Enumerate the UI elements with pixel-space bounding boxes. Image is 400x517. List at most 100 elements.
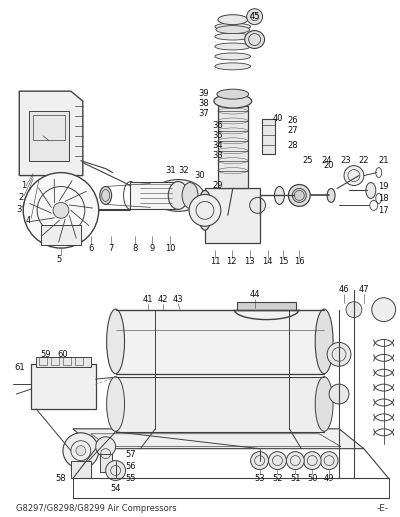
Circle shape	[327, 342, 351, 366]
Circle shape	[346, 302, 362, 317]
Text: 1: 1	[21, 181, 26, 190]
Circle shape	[372, 298, 396, 322]
Circle shape	[76, 446, 86, 455]
Ellipse shape	[107, 309, 124, 374]
Circle shape	[286, 452, 304, 469]
Text: 56: 56	[125, 462, 136, 471]
Text: 44: 44	[249, 290, 260, 299]
Circle shape	[320, 452, 338, 469]
Text: 47: 47	[358, 285, 369, 294]
Bar	[39, 357, 47, 365]
Text: 12: 12	[226, 257, 237, 266]
Text: 55: 55	[125, 474, 136, 483]
Bar	[63, 357, 71, 365]
Bar	[31, 364, 96, 409]
Text: 18: 18	[378, 194, 389, 203]
Ellipse shape	[107, 377, 124, 431]
Bar	[218, 106, 248, 189]
Ellipse shape	[327, 189, 335, 202]
Text: 4: 4	[26, 216, 31, 225]
Ellipse shape	[182, 183, 198, 208]
Text: 31: 31	[165, 166, 176, 175]
Bar	[75, 357, 83, 365]
Ellipse shape	[274, 187, 284, 204]
Bar	[33, 115, 65, 140]
Text: -E-: -E-	[376, 504, 389, 513]
Text: 11: 11	[210, 257, 220, 266]
Polygon shape	[73, 429, 364, 449]
Bar	[116, 310, 324, 374]
Text: 60: 60	[58, 350, 68, 359]
Circle shape	[251, 452, 268, 469]
Text: 21: 21	[378, 156, 389, 165]
Text: G8297/G8298/G8299 Air Compressors: G8297/G8298/G8299 Air Compressors	[16, 504, 177, 513]
Text: 30: 30	[195, 171, 205, 180]
Text: 2: 2	[19, 193, 24, 202]
Text: 25: 25	[302, 156, 312, 165]
Circle shape	[23, 173, 99, 248]
Text: 17: 17	[378, 206, 389, 215]
Text: 40: 40	[272, 114, 283, 124]
Circle shape	[247, 9, 262, 25]
Ellipse shape	[216, 26, 250, 34]
Text: 46: 46	[339, 285, 349, 294]
Text: 39: 39	[199, 88, 209, 98]
Text: 36: 36	[212, 121, 223, 130]
Text: 34: 34	[212, 141, 223, 150]
Text: 23: 23	[341, 156, 351, 165]
Ellipse shape	[215, 63, 251, 70]
Circle shape	[268, 452, 286, 469]
Bar	[100, 453, 112, 472]
Bar	[205, 189, 260, 243]
Bar	[262, 119, 276, 154]
Text: 29: 29	[213, 181, 223, 190]
Polygon shape	[19, 91, 83, 176]
Circle shape	[53, 202, 69, 218]
Ellipse shape	[189, 194, 221, 226]
Ellipse shape	[288, 185, 310, 206]
Text: 58: 58	[56, 474, 66, 483]
Text: 7: 7	[108, 244, 113, 253]
Circle shape	[106, 461, 126, 480]
Bar	[29, 111, 69, 161]
Ellipse shape	[315, 377, 333, 431]
Ellipse shape	[218, 14, 248, 25]
Text: 19: 19	[378, 182, 389, 191]
Text: 54: 54	[110, 484, 121, 493]
Ellipse shape	[198, 190, 212, 230]
Text: 27: 27	[287, 126, 298, 135]
Text: 9: 9	[150, 244, 155, 253]
Text: 28: 28	[287, 141, 298, 150]
Text: 22: 22	[359, 156, 369, 165]
Circle shape	[63, 433, 99, 468]
Bar	[36, 357, 91, 367]
Bar	[237, 302, 296, 310]
Text: 20: 20	[324, 161, 334, 170]
Text: 10: 10	[165, 244, 176, 253]
Ellipse shape	[215, 23, 251, 30]
Circle shape	[96, 437, 116, 457]
Text: 35: 35	[212, 131, 223, 140]
Text: 49: 49	[324, 474, 334, 483]
Ellipse shape	[214, 94, 252, 108]
Text: 61: 61	[14, 363, 24, 372]
Bar	[41, 225, 81, 245]
Bar	[116, 377, 324, 432]
Text: 32: 32	[178, 166, 188, 175]
Text: 24: 24	[322, 156, 332, 165]
Circle shape	[294, 190, 304, 201]
Text: 42: 42	[158, 295, 168, 304]
Text: 51: 51	[290, 474, 300, 483]
Ellipse shape	[215, 53, 251, 60]
Ellipse shape	[168, 181, 188, 209]
Text: 6: 6	[88, 244, 94, 253]
Text: 37: 37	[198, 109, 209, 117]
Ellipse shape	[100, 187, 112, 204]
Text: 53: 53	[254, 474, 265, 483]
Text: 57: 57	[125, 450, 136, 459]
Text: 13: 13	[244, 257, 255, 266]
Ellipse shape	[215, 33, 251, 40]
Text: 15: 15	[278, 257, 289, 266]
Circle shape	[329, 384, 349, 404]
Text: 33: 33	[212, 151, 223, 160]
